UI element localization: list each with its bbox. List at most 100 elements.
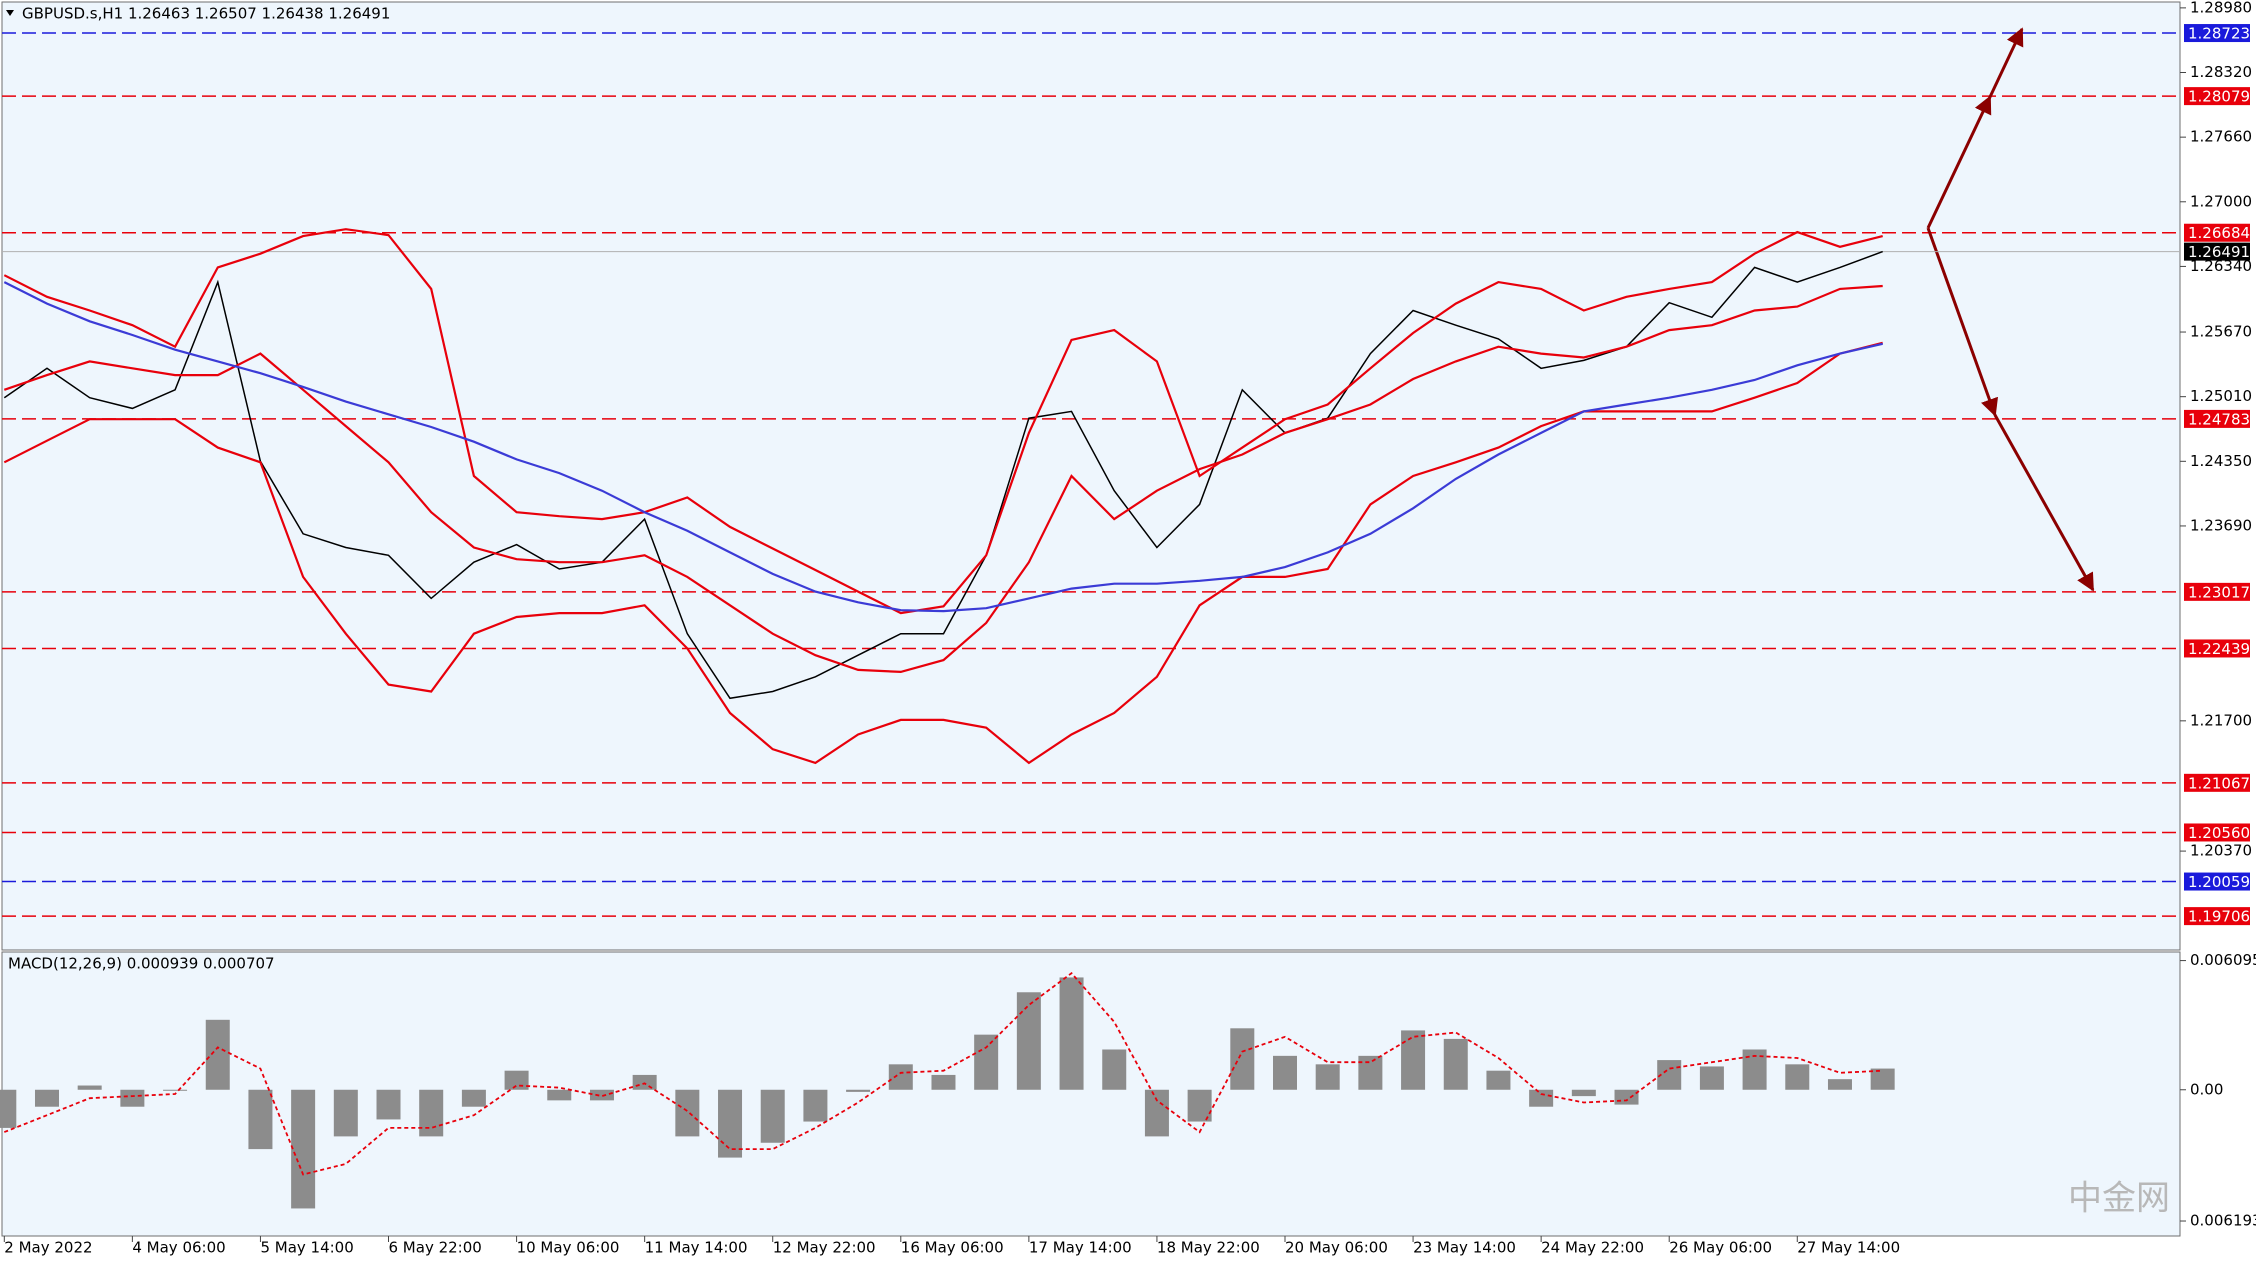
arrow-down: [1926, 227, 1999, 417]
macd-bar: [1486, 1070, 1511, 1090]
x-tick-label: 23 May 14:00: [1413, 1239, 1516, 1257]
macd-bar: [931, 1074, 956, 1090]
macd-bar: [376, 1089, 401, 1120]
level-label: 1.28079: [2188, 88, 2250, 106]
macd-bar: [1059, 977, 1084, 1090]
y-tick-label: 1.26340: [2190, 257, 2252, 275]
level-label-box: [2184, 87, 2250, 106]
macd-bar: [1315, 1064, 1340, 1090]
forecast-arrows: [1926, 27, 2095, 592]
level-label: 1.26684: [2188, 224, 2250, 242]
macd-bar: [1401, 1030, 1426, 1090]
x-tick-label: 18 May 22:00: [1157, 1239, 1260, 1257]
level-label: 1.22439: [2188, 640, 2250, 658]
level-label: 1.19706: [2188, 908, 2250, 926]
y-tick-label: 0.006193: [2190, 1212, 2256, 1230]
y-tick-label: 1.23690: [2190, 516, 2252, 534]
moving-average: [3, 281, 1883, 613]
macd-bar: [333, 1089, 358, 1137]
macd-bar: [291, 1089, 316, 1209]
arrow-down: [1993, 414, 2095, 592]
x-tick-label: 20 May 06:00: [1285, 1239, 1388, 1257]
x-tick-label: 5 May 14:00: [260, 1239, 353, 1257]
x-tick-label: 4 May 06:00: [132, 1239, 225, 1257]
macd-bar: [547, 1089, 572, 1101]
level-label-box: [2184, 872, 2250, 891]
y-tick-label: 1.27660: [2190, 128, 2252, 146]
level-label-box: [2184, 223, 2250, 242]
macd-bar: [1785, 1064, 1810, 1090]
x-tick-label: 16 May 06:00: [901, 1239, 1004, 1257]
level-label: 1.20560: [2188, 824, 2250, 842]
macd-bar: [1870, 1068, 1895, 1090]
macd-bar: [1102, 1049, 1127, 1090]
macd-bar: [675, 1089, 700, 1137]
level-label-box: [2184, 582, 2250, 601]
macd-bar: [0, 1089, 17, 1128]
x-tick-label: 24 May 22:00: [1541, 1239, 1644, 1257]
x-tick-label: 12 May 22:00: [773, 1239, 876, 1257]
y-tick-label: 0.00: [2190, 1080, 2223, 1098]
level-label: 1.24783: [2188, 410, 2250, 428]
macd-bar: [77, 1085, 102, 1090]
macd-bar: [205, 1019, 230, 1090]
level-label: 1.21067: [2188, 774, 2250, 792]
y-tick-label: 1.25010: [2190, 387, 2252, 405]
menu-triangle[interactable]: [6, 10, 14, 16]
y-tick-label: 1.24350: [2190, 452, 2252, 470]
macd-bar: [632, 1074, 657, 1090]
macd-panel: [1, 951, 2181, 1237]
macd-bar: [163, 1089, 188, 1091]
level-label: 1.20059: [2188, 873, 2250, 891]
y-tick-label: 1.21700: [2190, 711, 2252, 729]
macd-bar: [974, 1034, 999, 1090]
macd-bar: [34, 1089, 59, 1107]
watermark: 中金网: [2068, 1179, 2170, 1219]
macd-bar: [760, 1089, 785, 1143]
macd-bar: [1614, 1089, 1639, 1105]
y-tick-label: 1.20370: [2190, 842, 2252, 860]
macd-bar: [1230, 1028, 1255, 1090]
level-label-box: [2184, 409, 2250, 428]
x-tick-label: 26 May 06:00: [1669, 1239, 1772, 1257]
macd-bar: [419, 1089, 444, 1137]
signal-line: [3, 971, 1883, 1176]
macd-bar: [504, 1070, 529, 1090]
macd-bar: [718, 1089, 743, 1158]
bollinger-band: [3, 284, 1883, 674]
macd-bar: [461, 1089, 486, 1107]
level-label-box: [2184, 24, 2250, 43]
macd-bar: [888, 1064, 913, 1090]
x-tick-label: 11 May 14:00: [645, 1239, 748, 1257]
level-label-box: [2184, 773, 2250, 792]
x-tick-label: 10 May 06:00: [517, 1239, 620, 1257]
macd-bar: [1571, 1089, 1596, 1097]
macd-bar: [248, 1089, 273, 1150]
macd-bar: [846, 1089, 871, 1092]
y-tick-label: 1.28320: [2190, 63, 2252, 81]
y-tick-label: 0.006095: [2190, 951, 2256, 969]
level-label: 1.28723: [2188, 25, 2250, 43]
level-label: 1.23017: [2188, 583, 2250, 601]
arrow-up: [1988, 27, 2024, 98]
last-price-box: [2184, 242, 2250, 261]
price-panel: [1, 1, 2181, 951]
level-label-box: [2184, 907, 2250, 926]
macd-bar: [1358, 1055, 1383, 1090]
macd-title: MACD(12,26,9) 0.000939 0.000707: [8, 955, 275, 973]
bollinger-band: [3, 228, 1883, 615]
macd-bar: [1273, 1055, 1297, 1090]
y-tick-label: 1.27000: [2190, 192, 2252, 210]
macd-bar: [1699, 1066, 1724, 1090]
level-label-box: [2184, 823, 2250, 842]
macd-bar: [1827, 1079, 1852, 1090]
arrow-up: [1926, 95, 1992, 229]
symbol-title: GBPUSD.s,H1 1.26463 1.26507 1.26438 1.26…: [22, 5, 390, 23]
x-tick-label: 17 May 14:00: [1029, 1239, 1132, 1257]
level-label-box: [2184, 639, 2250, 658]
macd-bar: [1144, 1089, 1169, 1137]
macd-bar: [803, 1089, 828, 1122]
macd-bar: [589, 1089, 614, 1101]
x-tick-label: 27 May 14:00: [1797, 1239, 1900, 1257]
